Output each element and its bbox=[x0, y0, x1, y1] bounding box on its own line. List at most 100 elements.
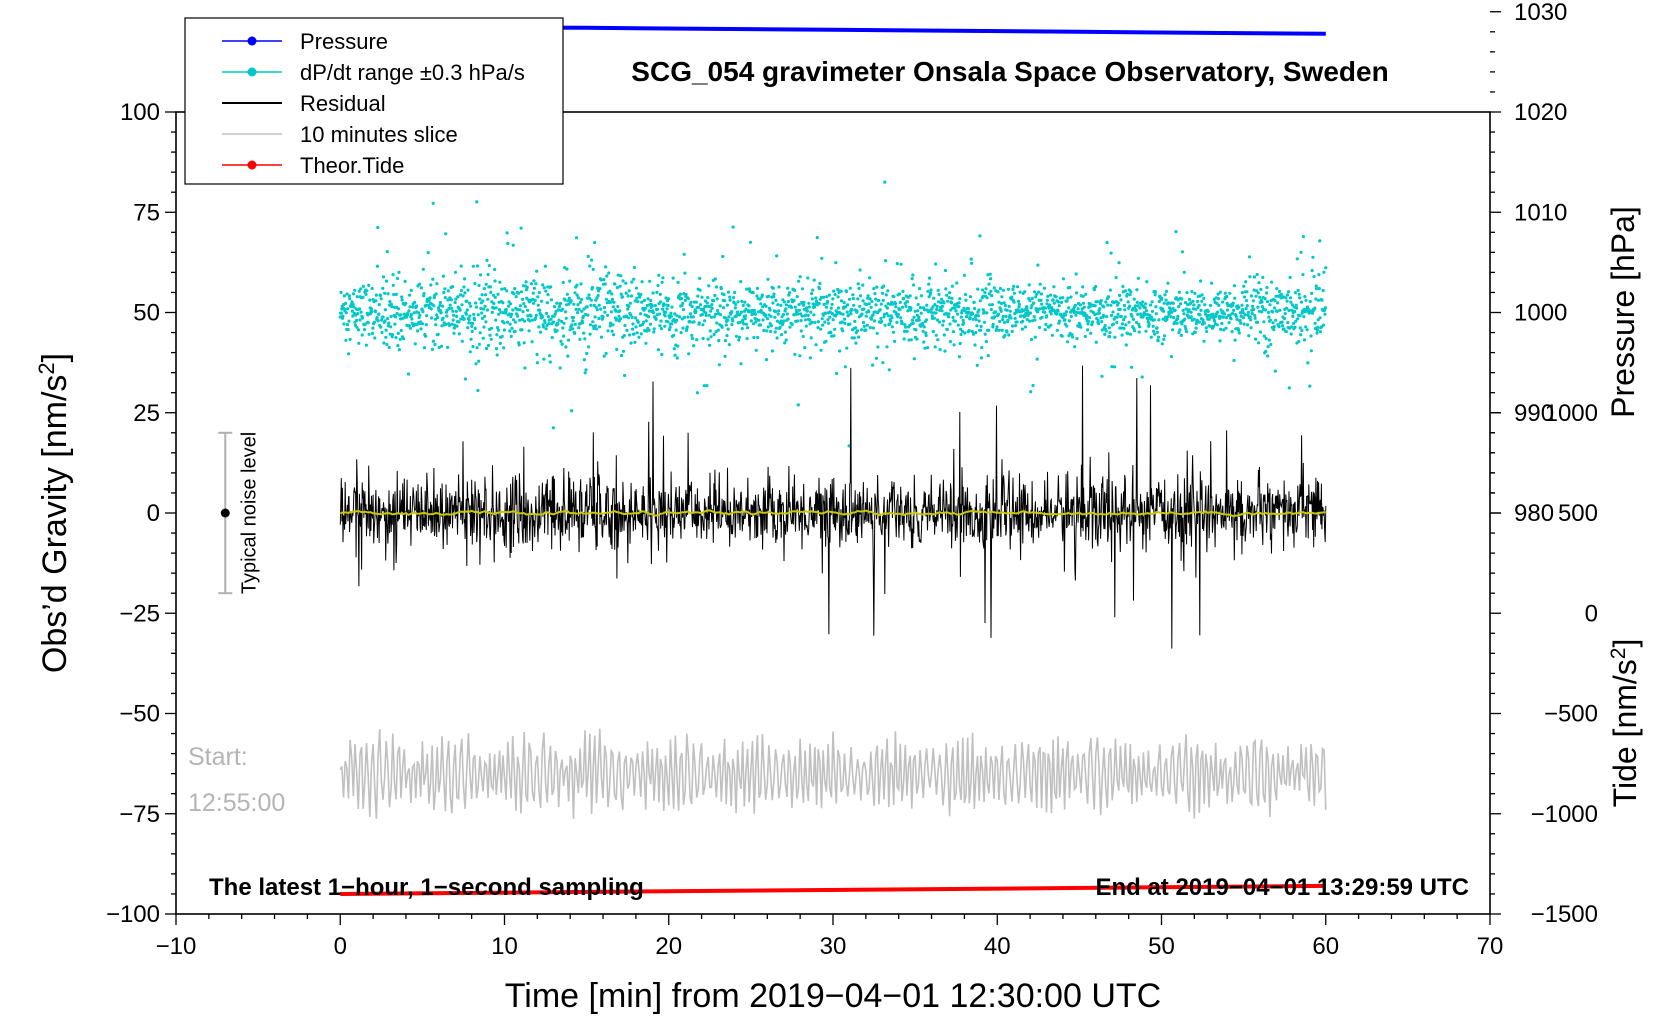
dpdt-point bbox=[1202, 321, 1206, 325]
dpdt-point bbox=[477, 283, 481, 288]
dpdt-point bbox=[509, 334, 513, 338]
dpdt-point bbox=[1194, 326, 1198, 330]
dpdt-point bbox=[1001, 318, 1005, 322]
dpdt-point bbox=[353, 288, 357, 292]
dpdt-point bbox=[488, 285, 492, 289]
dpdt-point bbox=[653, 304, 658, 308]
dpdt-point bbox=[1187, 308, 1191, 312]
dpdt-point bbox=[1014, 324, 1018, 328]
dpdt-point bbox=[1065, 299, 1069, 303]
dpdt-point bbox=[989, 277, 993, 281]
dpdt-point bbox=[995, 328, 999, 332]
dpdt-point bbox=[1199, 279, 1203, 283]
dpdt-point bbox=[918, 306, 923, 310]
dpdt-point bbox=[809, 310, 813, 314]
dpdt-point bbox=[429, 283, 433, 287]
dpdt-point bbox=[792, 288, 797, 292]
dpdt-point bbox=[588, 264, 592, 268]
dpdt-point bbox=[797, 279, 801, 283]
dpdt-point bbox=[696, 294, 700, 298]
theoretical-tide-series bbox=[340, 883, 1326, 896]
dpdt-point bbox=[538, 308, 542, 312]
dpdt-point bbox=[591, 320, 595, 324]
dpdt-point bbox=[993, 315, 997, 319]
dpdt-point bbox=[749, 319, 753, 323]
dpdt-point bbox=[695, 338, 699, 342]
dpdt-point bbox=[740, 327, 744, 331]
dpdt-point bbox=[429, 307, 433, 311]
dpdt-point bbox=[834, 261, 838, 265]
dpdt-point bbox=[1194, 307, 1198, 311]
dpdt-point bbox=[344, 301, 348, 305]
chart-title: SCG_054 gravimeter Onsala Space Observat… bbox=[631, 56, 1388, 87]
dpdt-point bbox=[924, 331, 928, 335]
dpdt-point bbox=[1255, 272, 1259, 277]
dpdt-point bbox=[1054, 295, 1058, 299]
dpdt-point bbox=[1030, 303, 1034, 308]
dpdt-point bbox=[1117, 261, 1121, 265]
dpdt-point bbox=[1265, 300, 1269, 304]
slice-line bbox=[339, 728, 1327, 820]
dpdt-point bbox=[508, 322, 512, 326]
dpdt-point bbox=[451, 318, 455, 322]
dpdt-point bbox=[647, 328, 651, 332]
dpdt-point bbox=[866, 294, 870, 298]
dpdt-point bbox=[1238, 318, 1242, 323]
dpdt-point bbox=[493, 267, 497, 272]
dpdt-point bbox=[737, 338, 741, 342]
dpdt-point bbox=[1058, 319, 1062, 323]
dpdt-point bbox=[1163, 293, 1167, 297]
dpdt-point bbox=[521, 297, 525, 301]
dpdt-point bbox=[800, 287, 805, 291]
dpdt-point bbox=[1193, 330, 1197, 334]
dpdt-point bbox=[535, 269, 539, 273]
dpdt-point bbox=[761, 305, 765, 309]
dpdt-point bbox=[436, 332, 440, 336]
dpdt-point bbox=[816, 320, 821, 324]
dpdt-point bbox=[1204, 326, 1208, 330]
dpdt-point bbox=[1318, 239, 1322, 243]
dpdt-point bbox=[1200, 293, 1204, 297]
dpdt-scatter-series bbox=[338, 180, 1328, 448]
dpdt-point bbox=[1277, 325, 1281, 329]
dpdt-point bbox=[1117, 293, 1122, 297]
dpdt-point bbox=[996, 290, 1000, 294]
dpdt-point bbox=[1143, 312, 1147, 316]
dpdt-point bbox=[347, 352, 351, 356]
dpdt-point bbox=[1306, 361, 1310, 365]
dpdt-point bbox=[484, 282, 488, 286]
dpdt-point bbox=[446, 345, 450, 349]
dpdt-point bbox=[875, 285, 879, 289]
dpdt-point bbox=[626, 316, 631, 320]
dpdt-point bbox=[549, 285, 553, 289]
dpdt-point bbox=[1145, 280, 1149, 284]
x-tick-label: 0 bbox=[334, 933, 347, 960]
dpdt-point bbox=[797, 303, 801, 307]
dpdt-point bbox=[455, 324, 459, 328]
dpdt-point bbox=[1287, 308, 1291, 313]
dpdt-point bbox=[776, 312, 780, 316]
dpdt-point bbox=[579, 282, 583, 286]
dpdt-point bbox=[1105, 315, 1109, 319]
dpdt-point bbox=[1087, 316, 1092, 320]
dpdt-point bbox=[618, 284, 622, 288]
dpdt-point bbox=[361, 316, 365, 320]
dpdt-point bbox=[384, 279, 389, 283]
dpdt-point bbox=[465, 308, 469, 312]
dpdt-point bbox=[1169, 355, 1173, 359]
dpdt-point bbox=[943, 268, 948, 273]
dpdt-point bbox=[505, 320, 510, 324]
dpdt-point bbox=[544, 289, 548, 293]
dpdt-point bbox=[610, 297, 615, 301]
dpdt-point bbox=[1138, 325, 1142, 329]
dpdt-point bbox=[924, 333, 928, 338]
dpdt-point bbox=[981, 288, 985, 292]
dpdt-point bbox=[802, 307, 807, 311]
dpdt-point bbox=[661, 307, 665, 311]
dpdt-point bbox=[650, 304, 654, 308]
dpdt-point bbox=[1033, 335, 1037, 339]
dpdt-point bbox=[611, 323, 615, 327]
dpdt-point bbox=[1078, 303, 1082, 307]
dpdt-point bbox=[1100, 328, 1104, 332]
dpdt-point bbox=[1010, 329, 1014, 333]
